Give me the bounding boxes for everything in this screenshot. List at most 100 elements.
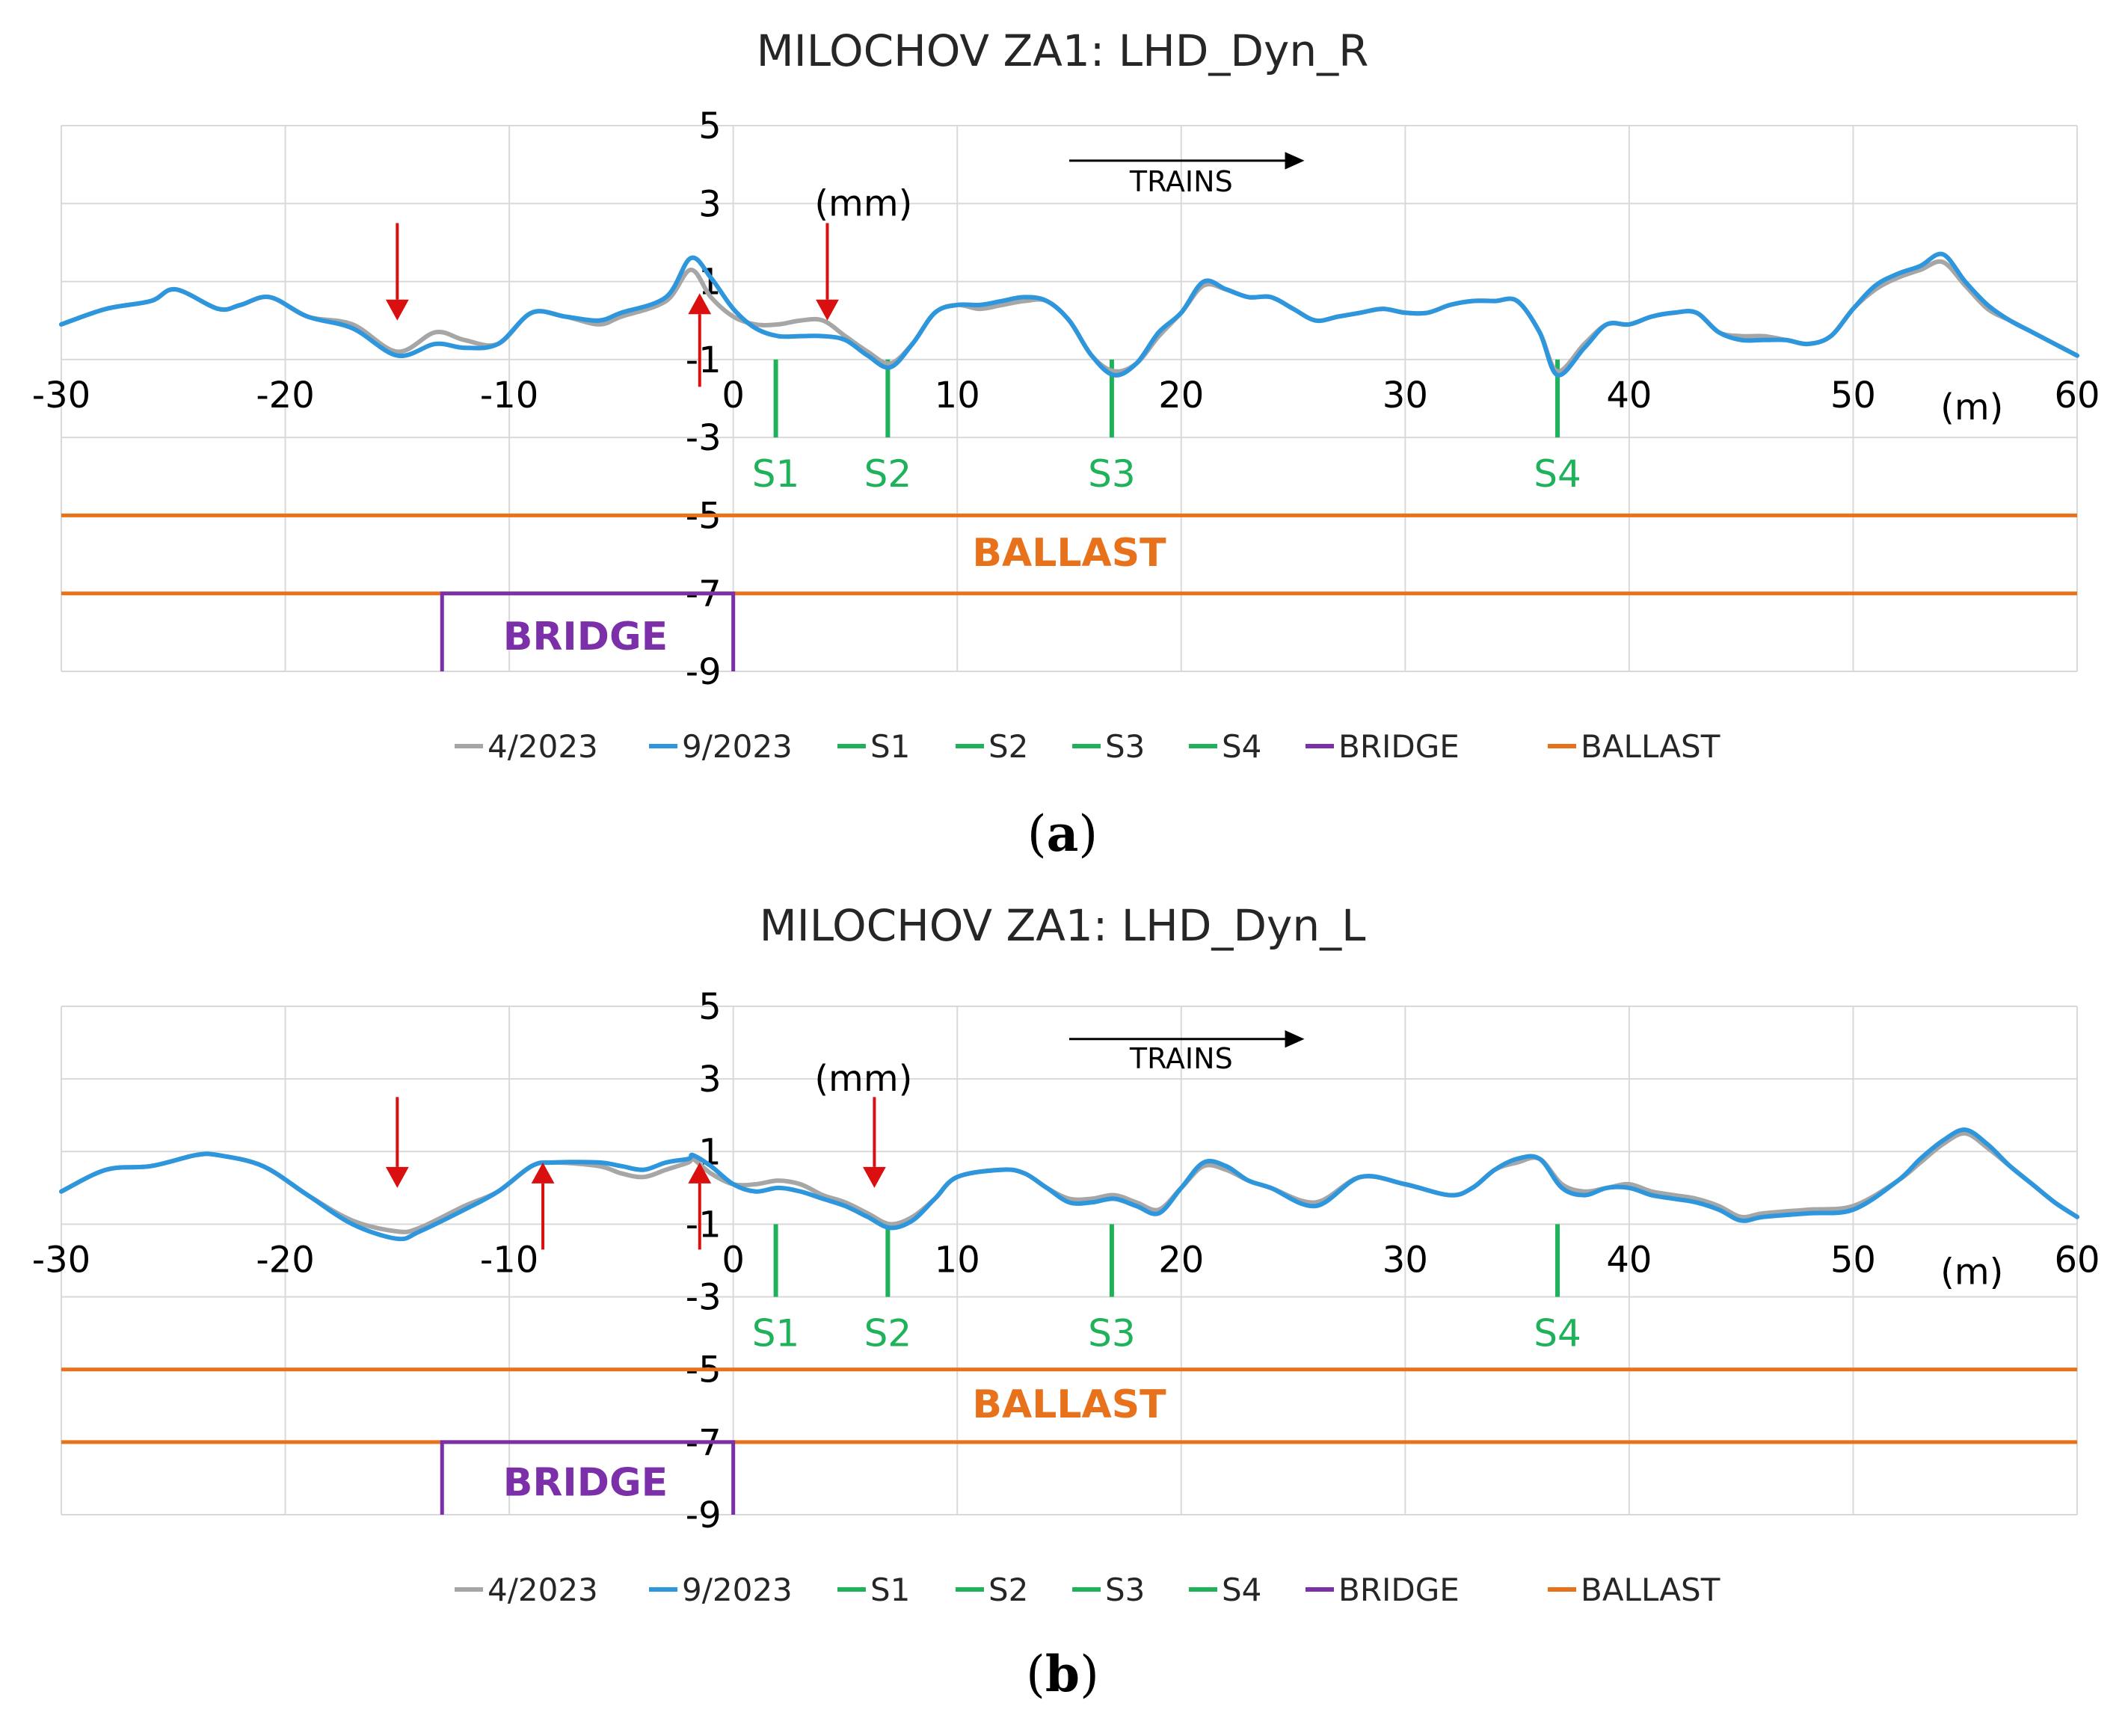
red-arrow-down-0-head <box>385 299 409 321</box>
red-arrow-up-2 <box>688 1162 712 1250</box>
y-tick-label: -9 <box>686 651 722 693</box>
x-tick-label: 40 <box>1606 1239 1652 1281</box>
chart-title: MILOCHOV ZA1: LHD_Dyn_L <box>760 900 1366 951</box>
panel-caption-letter: b <box>1045 1645 1080 1703</box>
red-arrow-up-1-head <box>688 293 712 315</box>
y-tick-label: 3 <box>698 1059 722 1101</box>
panel-caption: (a) <box>1027 804 1098 863</box>
red-arrow-down-0 <box>385 223 409 321</box>
trains-direction-arrow-head <box>1285 1030 1305 1048</box>
bridge-outline <box>440 591 736 671</box>
legend-entry: 4/2023 <box>488 1572 598 1608</box>
legend-entry: 9/2023 <box>682 1572 793 1608</box>
bridge-label: BRIDGE <box>503 1460 668 1505</box>
trains-label: TRAINS <box>1129 165 1233 198</box>
legend-entry: S4 <box>1222 1572 1261 1608</box>
y-tick-label: 3 <box>698 183 722 225</box>
gridlines <box>61 125 2078 672</box>
red-arrow-down-2-head <box>816 299 839 321</box>
series-line-2023-04 <box>59 259 2079 374</box>
x-tick-label: -30 <box>32 1239 90 1281</box>
y-tick-label: -1 <box>686 1204 722 1246</box>
x-tick-label: 60 <box>2054 1239 2100 1281</box>
x-tick-label: 20 <box>1158 1239 1204 1281</box>
legend-entry: S3 <box>1105 728 1145 765</box>
bridge-label: BRIDGE <box>503 615 668 659</box>
sensor-label-s2: S2 <box>864 452 912 496</box>
x-tick-label: 60 <box>2054 375 2100 416</box>
x-tick-label: -30 <box>32 375 90 416</box>
legend-entry: S1 <box>870 728 910 765</box>
red-arrow-down-2 <box>816 223 839 321</box>
legend-entry: BRIDGE <box>1338 728 1460 765</box>
trains-direction-arrow <box>1069 152 1305 170</box>
chart-panel-a: MILOCHOV ZA1: LHD_Dyn_R531-1-3-5-7-9-30-… <box>32 25 2100 863</box>
sensor-label-s1: S1 <box>752 452 800 496</box>
chart-title: MILOCHOV ZA1: LHD_Dyn_R <box>757 25 1369 76</box>
legend-entry: BALLAST <box>1581 1572 1720 1608</box>
x-tick-label: -20 <box>256 375 314 416</box>
trains-direction-arrow <box>1069 1030 1305 1048</box>
bridge-outline <box>440 1440 736 1515</box>
legend-entry: 9/2023 <box>682 728 793 765</box>
sensor-label-s4: S4 <box>1534 452 1581 496</box>
red-arrow-up-1 <box>688 293 712 387</box>
series-line-2023-09 <box>59 251 2079 378</box>
sensor-label-s3: S3 <box>1088 452 1136 496</box>
sensor-label-s2: S2 <box>864 1312 912 1355</box>
legend-entry: S2 <box>988 1572 1028 1608</box>
y-axis-unit: (mm) <box>814 182 912 224</box>
series-line-2023-09 <box>59 1127 2079 1242</box>
panel-caption: (b) <box>1026 1645 1099 1703</box>
x-tick-label: -20 <box>256 1239 314 1281</box>
chart-panel-b: MILOCHOV ZA1: LHD_Dyn_L531-1-3-5-7-9-30-… <box>32 900 2100 1703</box>
y-tick-label: -1 <box>686 339 722 381</box>
legend-entry: 4/2023 <box>488 728 598 765</box>
trains-label: TRAINS <box>1129 1042 1233 1075</box>
x-tick-label: 0 <box>722 1239 745 1281</box>
panel-caption-letter: a <box>1047 804 1079 863</box>
y-tick-label: -3 <box>686 1277 722 1319</box>
x-tick-label: 10 <box>935 375 980 416</box>
x-tick-label: 40 <box>1606 375 1652 416</box>
x-axis-unit: (m) <box>1940 387 2003 428</box>
red-arrow-up-1-head <box>531 1162 555 1184</box>
legend-entry: S1 <box>870 1572 910 1608</box>
legend-entry: S4 <box>1222 728 1261 765</box>
legend-entry: BALLAST <box>1581 728 1720 765</box>
x-tick-label: -10 <box>480 375 538 416</box>
x-tick-label: 30 <box>1383 375 1428 416</box>
x-tick-label: 30 <box>1383 1239 1428 1281</box>
x-tick-label: 10 <box>935 1239 980 1281</box>
ballast-label: BALLAST <box>972 1382 1166 1427</box>
gridlines <box>61 1006 2078 1515</box>
red-arrow-up-2-head <box>688 1162 712 1184</box>
y-tick-label: -3 <box>686 417 722 459</box>
trains-direction-arrow-head <box>1285 152 1305 170</box>
x-tick-label: 50 <box>1830 1239 1876 1281</box>
y-axis-unit: (mm) <box>814 1058 912 1100</box>
legend-entry: BRIDGE <box>1338 1572 1460 1608</box>
y-tick-label: 5 <box>698 986 722 1028</box>
sensor-label-s3: S3 <box>1088 1312 1136 1355</box>
red-arrow-up-1 <box>531 1162 555 1250</box>
legend: 4/2023 9/2023 S1 S2 S3 S4 BRIDGE BALLAST <box>455 1572 1720 1608</box>
x-tick-label: -10 <box>480 1239 538 1281</box>
red-arrow-down-3-head <box>862 1166 886 1188</box>
ballast-label: BALLAST <box>972 531 1166 576</box>
legend-entry: S3 <box>1105 1572 1145 1608</box>
x-axis-unit: (m) <box>1940 1251 2003 1293</box>
legend: 4/2023 9/2023 S1 S2 S3 S4 BRIDGE BALLAST <box>455 728 1720 765</box>
sensor-label-s4: S4 <box>1534 1312 1581 1355</box>
red-arrow-down-3 <box>862 1097 886 1188</box>
y-tick-label: 5 <box>698 105 722 147</box>
x-tick-label: 0 <box>722 375 745 416</box>
x-tick-label: 50 <box>1830 375 1876 416</box>
y-tick-label: -9 <box>686 1495 722 1536</box>
sensor-label-s1: S1 <box>752 1312 800 1355</box>
red-arrow-down-0-head <box>385 1166 409 1188</box>
legend-entry: S2 <box>988 728 1028 765</box>
red-arrow-down-0 <box>385 1097 409 1188</box>
x-tick-label: 20 <box>1158 375 1204 416</box>
